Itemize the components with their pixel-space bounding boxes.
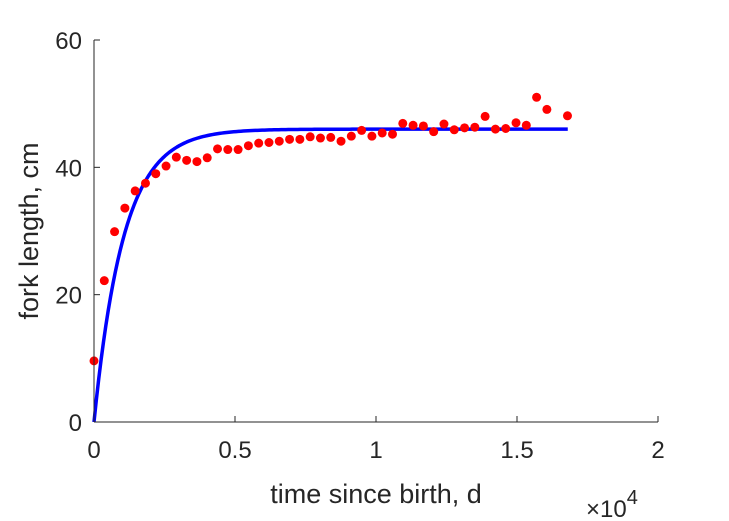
y-axis-label: fork length, cm [14, 142, 44, 319]
data-point [470, 122, 480, 132]
svg-text:×104: ×104 [586, 487, 638, 521]
data-point [254, 138, 264, 148]
y-tick-label: 20 [55, 283, 82, 310]
data-point [336, 136, 346, 146]
data-layer [89, 92, 572, 423]
data-point [182, 155, 192, 165]
data-point [511, 118, 521, 128]
data-point [449, 125, 459, 135]
x-tick-label: 1.5 [500, 437, 533, 464]
fitted-growth-curve [92, 127, 568, 423]
data-point [140, 178, 150, 188]
x-tick-label: 1 [369, 437, 382, 464]
data-point [264, 138, 274, 147]
data-point [171, 152, 181, 162]
data-point [151, 169, 161, 179]
data-point [521, 120, 531, 130]
axes: 0 0.5 1 1.5 2 0 20 40 60 [55, 28, 664, 464]
data-point [388, 129, 397, 139]
data-point [274, 136, 284, 146]
data-point [285, 134, 295, 144]
data-point [346, 131, 356, 141]
data-point [130, 186, 140, 196]
data-point [213, 144, 223, 154]
data-point [223, 145, 233, 155]
x-multiplier-label: ×104 [586, 487, 638, 521]
x-tick-label: 2 [651, 437, 664, 464]
data-point [326, 132, 336, 142]
data-point [305, 132, 315, 142]
data-point [377, 128, 387, 138]
data-point [233, 145, 243, 155]
data-point [110, 227, 120, 237]
x-ticks: 0 0.5 1 1.5 2 [87, 416, 665, 464]
data-point [357, 125, 367, 135]
data-point [439, 119, 449, 129]
data-point [542, 104, 552, 114]
data-point [243, 141, 253, 151]
data-point [501, 124, 511, 133]
data-point [192, 157, 202, 167]
x-tick-label: 0 [87, 437, 100, 464]
data-point [367, 131, 377, 141]
x-tick-label: 0.5 [218, 437, 251, 464]
data-point [408, 120, 418, 130]
data-point [429, 127, 439, 137]
y-tick-label: 0 [69, 410, 82, 437]
data-point [315, 133, 325, 143]
x-multiplier-exponent: 4 [627, 487, 638, 509]
data-point [398, 118, 408, 128]
plot-area [94, 40, 658, 422]
data-point [120, 203, 130, 213]
data-point [161, 161, 171, 171]
y-tick-label: 40 [55, 155, 82, 182]
y-ticks: 0 20 40 60 [55, 28, 100, 437]
x-axis-label: time since birth, d [270, 479, 482, 509]
data-point [490, 124, 500, 134]
data-point [460, 123, 470, 133]
data-point [532, 92, 542, 102]
data-point [99, 276, 109, 286]
x-multiplier-base: ×10 [586, 496, 627, 521]
data-point [480, 111, 490, 121]
plot-background [94, 40, 658, 422]
data-point [418, 121, 428, 131]
data-point [202, 153, 212, 163]
y-tick-label: 60 [55, 28, 82, 55]
data-point [295, 134, 305, 144]
data-point [562, 111, 572, 121]
